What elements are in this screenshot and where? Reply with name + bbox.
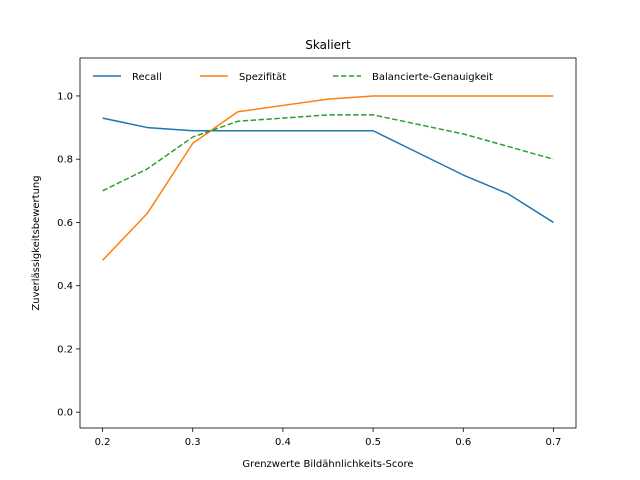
series-line-2: [102, 95, 554, 261]
y-tick-label: 0.2: [57, 344, 73, 355]
legend-label: Recall: [132, 72, 162, 83]
x-axis-label: Grenzwerte Bildähnlichkeits-Score: [242, 459, 413, 470]
y-tick-label: 0.8: [57, 155, 73, 166]
plot-frame: [79, 57, 577, 429]
series-lines: [102, 95, 554, 261]
y-tick-label: 0.4: [57, 281, 73, 292]
y-tick-label: 0.0: [57, 408, 73, 419]
legend-label: Spezifität: [239, 72, 286, 83]
legend-label: Balancierte-Genauigkeit: [372, 72, 493, 83]
x-tick-label: 0.7: [546, 437, 562, 448]
y-tick-label: 1.0: [57, 91, 73, 102]
y-axis-label: Zuverlässigkeitsbewertung: [31, 175, 42, 310]
legend: Recall Spezifität Balancierte-Genauigkeit: [93, 72, 493, 83]
chart-title: Skaliert: [305, 38, 351, 52]
x-tick-label: 0.5: [365, 437, 381, 448]
y-tick-label: 0.6: [57, 218, 73, 229]
y-axis: 0.0 0.2 0.4 0.6 0.8 1.0: [57, 91, 80, 419]
x-tick-label: 0.6: [455, 437, 471, 448]
x-tick-label: 0.4: [275, 437, 291, 448]
series-line-3: [102, 114, 554, 192]
x-tick-label: 0.2: [95, 437, 111, 448]
x-axis: 0.2 0.3 0.4 0.5 0.6 0.7: [95, 428, 562, 448]
series-line-1: [102, 117, 554, 224]
x-tick-label: 0.3: [185, 437, 201, 448]
